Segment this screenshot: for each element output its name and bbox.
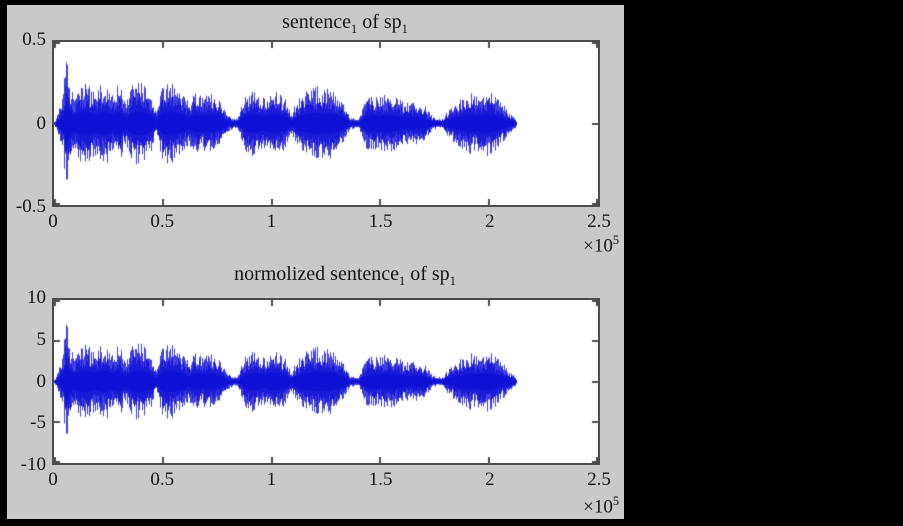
y-tick-label: -0.5 [15, 196, 46, 217]
waveform-canvas-bottom [54, 300, 598, 463]
title-subscript: 1 [449, 274, 456, 288]
title-text: of sp [357, 11, 402, 33]
x-tick-label: 2 [485, 211, 495, 232]
y-tick-label: 0.5 [22, 29, 46, 50]
exponent-power: 5 [612, 233, 619, 247]
exponent-power: 5 [612, 494, 619, 508]
x-tick-label: 1 [266, 211, 277, 232]
y-tick-label: 5 [36, 328, 47, 350]
exponent-base: ×10 [583, 235, 613, 257]
x-tick-label: 2.5 [587, 469, 611, 490]
x-tick-label: 1 [266, 469, 277, 490]
axes-frame-bottom [52, 298, 600, 465]
title-text: sentence [282, 11, 351, 33]
x-tick-label: 2.5 [587, 211, 611, 232]
x-axis-exponent-label: ×105 [487, 494, 620, 518]
x-tick-label: 0.5 [150, 469, 175, 490]
x-tick-label: 2 [485, 469, 495, 490]
x-tick-label: 0 [48, 469, 58, 490]
title-subscript: 1 [399, 274, 406, 288]
y-tick-label: -5 [30, 412, 46, 434]
x-tick-label: 1.5 [368, 469, 393, 490]
plot-title-sentence: sentence1 of sp1 [95, 11, 595, 37]
axes-frame-top [52, 40, 600, 207]
x-tick-label: 0.5 [150, 211, 175, 232]
x-tick-label: 0 [48, 211, 58, 232]
title-subscript: 1 [351, 22, 358, 36]
y-tick-label: 0 [36, 370, 47, 392]
plot-title-normalized: normolized sentence1 of sp1 [95, 263, 595, 289]
y-tick-label: 10 [27, 287, 46, 308]
title-text: of sp [405, 263, 450, 285]
x-tick-label: 1.5 [368, 211, 393, 232]
figure-background: sentence1 of sp1 0.5 0 -0.5 0 0.5 1 1.5 2 2.5 ×… [7, 5, 624, 519]
title-text: normolized sentence [234, 263, 400, 285]
x-axis-exponent-label: ×105 [487, 233, 620, 257]
waveform-canvas-top [54, 42, 598, 205]
title-subscript: 1 [401, 22, 408, 36]
y-tick-label: 0 [36, 112, 47, 134]
y-tick-label: -10 [20, 454, 46, 475]
exponent-base: ×10 [583, 496, 613, 518]
